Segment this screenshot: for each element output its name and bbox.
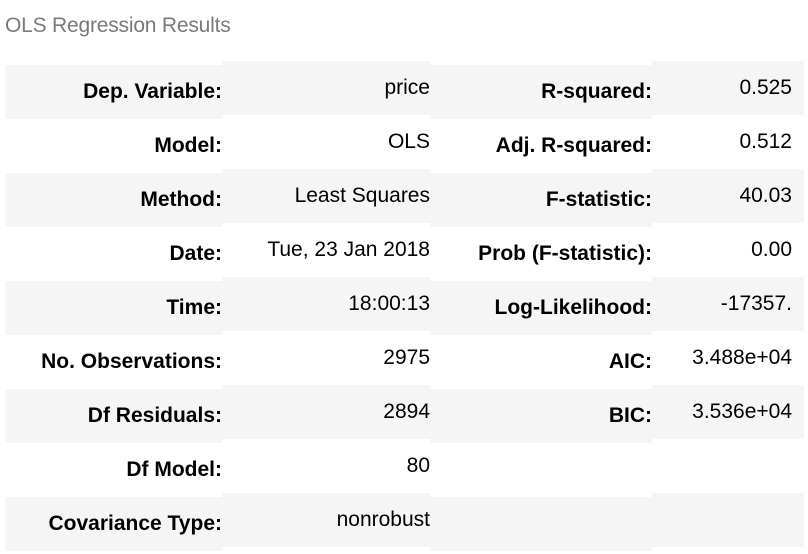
time-value: 18:00:13 [348,292,430,315]
aic-label: AIC: [608,350,652,373]
dep-variable-label: Dep. Variable: [83,80,222,103]
log-likelihood-value: -17357. [720,292,792,315]
bic-label: BIC: [608,404,652,427]
table-row: Date: Tue, 23 Jan 2018 Prob (F-statistic… [5,227,804,281]
adj-r-squared-label: Adj. R-squared: [495,134,652,157]
adj-r-squared-value: 0.512 [739,130,792,153]
table-row: Covariance Type: nonrobust [5,497,804,551]
table-row: Df Model: 80 [5,443,804,497]
df-residuals-value: 2894 [383,400,430,423]
table-row: Time: 18:00:13 Log-Likelihood: -17357. [5,281,804,335]
table-row: Model: OLS Adj. R-squared: 0.512 [5,119,804,173]
df-residuals-label: Df Residuals: [87,404,222,427]
empty-label-cell [430,497,652,551]
aic-value: 3.488e+04 [692,346,792,369]
df-model-value: 80 [406,454,430,477]
date-value: Tue, 23 Jan 2018 [267,238,430,261]
r-squared-value: 0.525 [739,76,792,99]
model-value: OLS [387,130,430,153]
date-label: Date: [169,242,222,265]
prob-f-statistic-value: 0.00 [751,238,792,261]
bic-value: 3.536e+04 [692,400,792,423]
covariance-type-value: nonrobust [336,508,430,531]
time-label: Time: [166,296,222,319]
f-statistic-label: F-statistic: [545,188,652,211]
method-label: Method: [140,188,222,211]
log-likelihood-label: Log-Likelihood: [494,296,652,319]
dep-variable-value: price [384,76,430,99]
table-caption: OLS Regression Results [5,14,231,37]
table-row: Dep. Variable: price R-squared: 0.525 [5,65,804,119]
table-row: Method: Least Squares F-statistic: 40.03 [5,173,804,227]
method-value: Least Squares [294,184,430,207]
ols-results-table: Dep. Variable: price R-squared: 0.525 Mo… [5,65,804,551]
table-row: No. Observations: 2975 AIC: 3.488e+04 [5,335,804,389]
no-observations-value: 2975 [383,346,430,369]
prob-f-statistic-label: Prob (F-statistic): [478,242,652,265]
df-model-label: Df Model: [126,458,222,481]
empty-label-cell [430,443,652,497]
empty-value-cell [652,493,804,547]
no-observations-label: No. Observations: [41,350,222,373]
covariance-type-label: Covariance Type: [48,512,222,535]
r-squared-label: R-squared: [541,80,652,103]
f-statistic-value: 40.03 [739,184,792,207]
model-label: Model: [154,134,222,157]
table-row: Df Residuals: 2894 BIC: 3.536e+04 [5,389,804,443]
empty-value-cell [652,439,804,493]
